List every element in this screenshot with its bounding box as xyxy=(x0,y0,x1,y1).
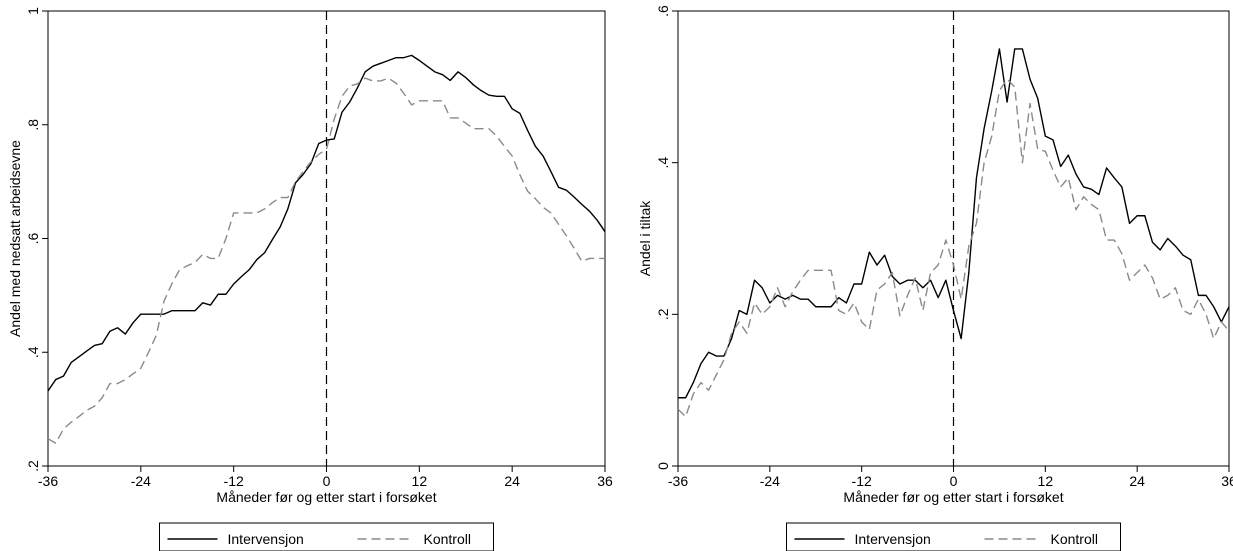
right-x-axis-title: Måneder før og etter start i forsøket xyxy=(843,489,1063,505)
right-series-kontroll-line xyxy=(677,78,1230,418)
left-legend-label-intervensjon: Intervensjon xyxy=(228,531,304,547)
right-x-tick-label: -12 xyxy=(852,473,872,489)
left-x-tick-label: -12 xyxy=(224,473,244,489)
right-y-axis-title: Andel i tiltak xyxy=(637,200,653,276)
right-series-intervensjon-line xyxy=(678,48,1230,399)
left-x-tick-label: 24 xyxy=(504,473,520,489)
left-x-tick-label: 12 xyxy=(412,473,428,489)
left-y-tick-label: .2 xyxy=(25,460,41,472)
left-x-tick-label: 0 xyxy=(323,473,331,489)
right-y-tick-label: .6 xyxy=(655,5,671,17)
right-x-tick-label: 0 xyxy=(950,473,958,489)
right-legend-box xyxy=(786,522,1121,551)
chart-right-svg: -36 -24 -12 0 12 24 36 0 .2 .4 .6 Måneder før og et… xyxy=(637,5,1233,551)
left-y-tick-label: 1 xyxy=(25,7,41,15)
left-x-tick-label: -24 xyxy=(131,473,151,489)
right-legend-label-intervensjon: Intervensjon xyxy=(855,531,931,547)
right-y-tick-label: .2 xyxy=(655,308,671,320)
right-y-tick-label: .4 xyxy=(655,157,671,169)
right-x-tick-label: -36 xyxy=(668,473,688,489)
left-x-tick-label: 36 xyxy=(597,473,613,489)
left-legend-label-kontroll: Kontroll xyxy=(424,531,471,547)
chart-panel-left: -36 -24 -12 0 12 24 36 .2 .4 .6 .8 1 Måneder før og … xyxy=(0,0,616,551)
left-series-intervensjon-line xyxy=(47,54,606,392)
left-y-tick-label: .4 xyxy=(25,346,41,358)
right-y-tick-label: 0 xyxy=(655,462,671,470)
left-legend: Intervensjon Kontroll xyxy=(159,522,494,551)
left-y-axis-title: Andel med nedsatt arbeidsevne xyxy=(7,140,23,337)
right-x-tick-label: 24 xyxy=(1129,473,1145,489)
left-y-tick-label: .8 xyxy=(25,119,41,131)
left-x-tick-label: -36 xyxy=(38,473,58,489)
right-x-tick-label: 36 xyxy=(1221,473,1233,489)
left-series-kontroll-line xyxy=(47,77,605,444)
right-legend: Intervensjon Kontroll xyxy=(786,522,1121,551)
chart-left-svg: -36 -24 -12 0 12 24 36 .2 .4 .6 .8 1 Måneder før og … xyxy=(7,7,613,551)
left-x-axis-title: Måneder før og etter start i forsøket xyxy=(216,489,436,505)
left-legend-box xyxy=(159,522,494,551)
right-legend-label-kontroll: Kontroll xyxy=(1051,531,1098,547)
left-y-tick-label: .6 xyxy=(25,232,41,244)
chart-panel-right: -36 -24 -12 0 12 24 36 0 .2 .4 .6 Måneder før og et… xyxy=(617,0,1233,551)
right-x-tick-label: 12 xyxy=(1038,473,1054,489)
right-x-tick-label: -24 xyxy=(760,473,780,489)
